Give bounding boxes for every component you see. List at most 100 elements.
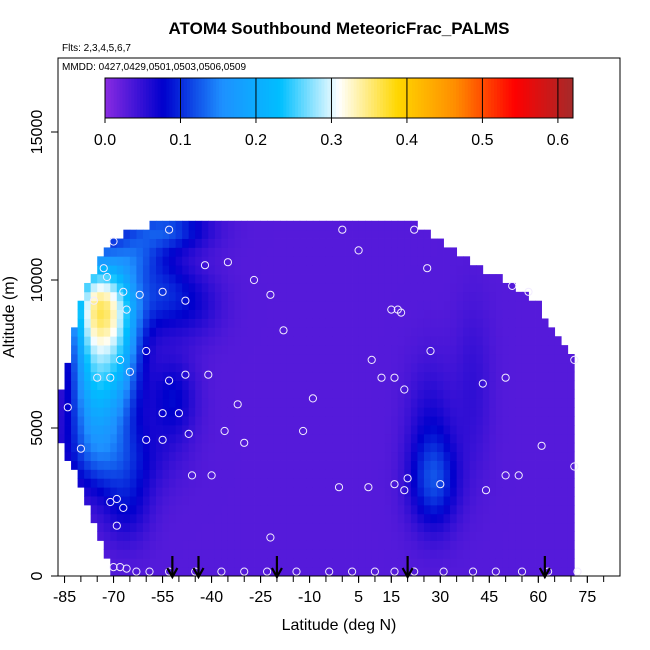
heatmap-cell (332, 567, 340, 576)
sample-point (266, 290, 275, 299)
heatmap-cell (123, 487, 131, 497)
colorbar-segment (532, 78, 536, 118)
heatmap-cell (182, 238, 190, 248)
sample-point (116, 355, 125, 364)
sample-point (184, 429, 193, 438)
heatmap-cell (397, 265, 405, 275)
colorbar-segment (137, 78, 141, 118)
heatmap-cell (339, 398, 346, 408)
heatmap-cell (508, 558, 516, 568)
heatmap-cell (482, 496, 490, 506)
heatmap-cell (136, 469, 144, 479)
heatmap-cell (404, 274, 412, 284)
heatmap-cell (149, 318, 157, 328)
heatmap-cell (365, 318, 373, 328)
heatmap-cell (541, 522, 549, 532)
heatmap-cell (502, 460, 510, 470)
heatmap-cell (221, 487, 229, 497)
heatmap-cell (352, 522, 359, 532)
heatmap-cell (450, 567, 458, 576)
heatmap-cell (456, 451, 464, 461)
heatmap-cell (319, 522, 327, 532)
heatmap-cell (260, 407, 268, 417)
heatmap-cell (234, 407, 242, 417)
heatmap-cell (175, 504, 183, 515)
heatmap-cell (410, 522, 418, 532)
heatmap-cell (541, 389, 549, 399)
heatmap-cell (195, 504, 203, 515)
heatmap-cell (528, 327, 536, 337)
heatmap-cell (227, 407, 235, 417)
heatmap-cell (482, 309, 490, 319)
heatmap-cell (188, 416, 196, 426)
heatmap-cell (175, 469, 183, 479)
heatmap-cell (254, 398, 261, 408)
heatmap-cell (175, 522, 183, 532)
heatmap-cell (469, 460, 477, 470)
heatmap-cell (365, 496, 373, 506)
heatmap-cell (267, 540, 275, 550)
heatmap-cell (227, 460, 235, 470)
heatmap-cell (312, 478, 320, 488)
heatmap-cell (227, 318, 235, 328)
heatmap-cell (476, 460, 484, 470)
heatmap-cell (208, 478, 216, 488)
colorbar-segment (207, 78, 211, 118)
heatmap-cell (77, 309, 85, 319)
heatmap-cell (142, 300, 150, 310)
heatmap-cell (162, 336, 170, 346)
heatmap-cell (162, 496, 170, 506)
heatmap-cell (286, 300, 294, 310)
heatmap-cell (502, 291, 510, 302)
heatmap-cell (554, 442, 562, 453)
heatmap-cell (548, 345, 556, 355)
heatmap-cell (247, 549, 255, 559)
heatmap-cell (280, 558, 288, 568)
heatmap-cell (240, 291, 248, 302)
heatmap-cell (97, 274, 105, 284)
heatmap-cell (319, 433, 327, 444)
colorbar-segment (374, 78, 378, 118)
heatmap-cell (123, 558, 131, 568)
heatmap-cell (227, 416, 235, 426)
heatmap-cell (345, 256, 353, 266)
heatmap-cell (443, 549, 451, 559)
heatmap-cell (437, 336, 444, 346)
heatmap-cell (162, 442, 170, 453)
heatmap-cell (247, 265, 255, 275)
heatmap-cell (254, 567, 261, 576)
heatmap-cell (430, 309, 438, 319)
heatmap-cell (97, 354, 105, 364)
heatmap-cell (541, 327, 549, 337)
heatmap-cell (463, 274, 471, 284)
heatmap-cell (450, 309, 458, 319)
heatmap-cell (345, 540, 353, 550)
heatmap-cell (97, 309, 105, 319)
colorbar-segment (107, 78, 112, 118)
heatmap-cell (443, 354, 451, 364)
heatmap-cell (175, 487, 183, 497)
heatmap-cell (110, 478, 118, 488)
heatmap-cell (227, 540, 235, 550)
heatmap-cell (188, 425, 196, 435)
colorbar-tick-label: 0.6 (547, 132, 569, 149)
heatmap-cell (463, 425, 471, 435)
heatmap-cell (397, 416, 405, 426)
heatmap-cell (103, 318, 111, 328)
heatmap-cell (201, 274, 209, 284)
heatmap-cell (254, 487, 261, 497)
heatmap-cell (521, 478, 529, 488)
heatmap-cell (352, 513, 359, 524)
heatmap-cell (437, 487, 444, 497)
heatmap-cell (58, 389, 65, 399)
sample-point (142, 346, 151, 356)
colorbar-segment (365, 78, 369, 118)
heatmap-cell (515, 371, 523, 382)
heatmap-cell (195, 407, 203, 417)
heatmap-cell (378, 442, 386, 453)
heatmap-cell (182, 487, 190, 497)
heatmap-cell (129, 247, 137, 257)
heatmap-cell (567, 442, 575, 453)
heatmap-cell (528, 513, 536, 524)
heatmap-cell (515, 549, 523, 559)
